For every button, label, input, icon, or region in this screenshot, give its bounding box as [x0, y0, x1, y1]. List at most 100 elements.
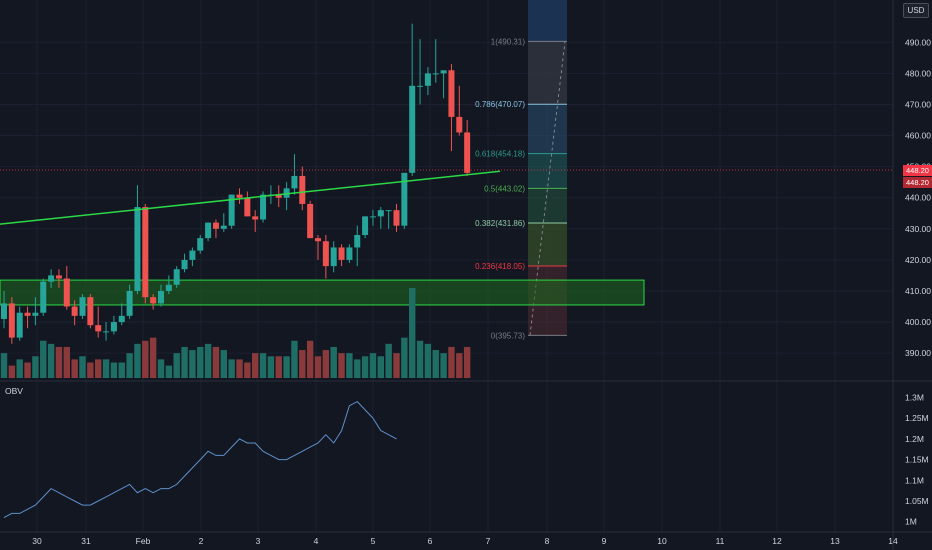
volume-bar — [236, 359, 243, 378]
volume-bar — [283, 356, 290, 378]
obv-indicator-label: OBV — [5, 386, 23, 396]
volume-bar — [40, 340, 47, 378]
candle-body[interactable] — [409, 85, 416, 173]
trendline[interactable] — [0, 170, 501, 225]
candle-body[interactable] — [32, 312, 39, 316]
candle-body[interactable] — [205, 222, 212, 239]
candle-body[interactable] — [252, 216, 259, 220]
candle-body[interactable] — [440, 70, 447, 74]
fib-band — [528, 41, 567, 105]
candle-body[interactable] — [291, 175, 298, 189]
volume-bar — [401, 337, 408, 378]
time-tick-label: 30 — [32, 536, 42, 546]
candle-body[interactable] — [24, 312, 31, 316]
time-tick-label: 8 — [545, 536, 550, 546]
fib-band — [528, 188, 567, 224]
time-tick-label: 4 — [314, 536, 319, 546]
volume-bar — [448, 346, 455, 378]
candle-body[interactable] — [134, 207, 141, 291]
candle-body[interactable] — [228, 194, 235, 226]
volume-bar — [409, 288, 416, 378]
candle-body[interactable] — [369, 216, 376, 218]
candle-body[interactable] — [275, 194, 282, 198]
volume-bar — [118, 362, 125, 378]
volume-bar — [314, 356, 322, 378]
candle-body[interactable] — [315, 238, 321, 242]
candle-body[interactable] — [338, 247, 345, 260]
volume-bar — [102, 359, 110, 378]
volume-bar — [456, 353, 463, 378]
candle-body[interactable] — [244, 197, 251, 217]
candle-body[interactable] — [181, 259, 188, 270]
candle-body[interactable] — [456, 116, 463, 133]
candle-body[interactable] — [330, 247, 337, 267]
obv-line — [3, 400, 397, 519]
candle-body[interactable] — [417, 85, 424, 87]
volume-bar — [149, 337, 157, 378]
volume-bar — [330, 346, 337, 378]
candle-body[interactable] — [40, 281, 47, 313]
volume-bar — [385, 343, 392, 378]
obv-tick-label: 1.05M — [905, 496, 929, 506]
currency-badge[interactable]: USD — [903, 3, 929, 18]
candle-body[interactable] — [448, 70, 455, 117]
candle-body[interactable] — [16, 312, 23, 338]
volume-bar — [8, 365, 16, 378]
candle-body[interactable] — [158, 290, 164, 304]
candle-body[interactable] — [432, 73, 439, 75]
candle-body[interactable] — [189, 250, 196, 260]
candle-body[interactable] — [307, 203, 314, 239]
volume-bar — [267, 356, 275, 378]
candle-body[interactable] — [142, 207, 149, 298]
candle-body[interactable] — [385, 210, 392, 212]
volume-bar — [291, 340, 298, 378]
candle-body[interactable] — [110, 322, 117, 332]
volume-bar — [157, 359, 165, 378]
volume-bar — [181, 346, 188, 378]
time-tick-label: 31 — [81, 536, 91, 546]
candle-body[interactable] — [354, 235, 361, 248]
obv-tick-label: 1.2M — [905, 434, 924, 444]
candle-body[interactable] — [377, 210, 384, 217]
candle-body[interactable] — [1, 303, 7, 319]
candle-body[interactable] — [283, 188, 290, 198]
candle-body[interactable] — [55, 275, 62, 279]
candle-body[interactable] — [103, 331, 110, 333]
volume-bar — [126, 353, 133, 378]
candle-body[interactable] — [79, 297, 86, 316]
fib-band — [528, 153, 567, 189]
volume-bar — [424, 343, 432, 378]
support-zone[interactable] — [0, 279, 645, 306]
candle-body[interactable] — [424, 73, 431, 86]
candle-body[interactable] — [464, 132, 471, 173]
candle-body[interactable] — [236, 194, 243, 198]
candle-body[interactable] — [212, 222, 219, 229]
candle-body[interactable] — [362, 216, 369, 236]
candle-body[interactable] — [322, 241, 329, 267]
candle-body[interactable] — [393, 210, 400, 226]
candle-body[interactable] — [118, 315, 125, 323]
candle-body[interactable] — [220, 225, 227, 229]
candle-body[interactable] — [150, 297, 157, 304]
volume-bar — [32, 356, 39, 378]
candle-body[interactable] — [48, 275, 55, 282]
candle-body[interactable] — [126, 290, 133, 316]
candle-body[interactable] — [260, 194, 267, 220]
volume-bar — [212, 346, 220, 378]
candle-body[interactable] — [71, 306, 78, 316]
candle-body[interactable] — [299, 175, 306, 204]
candle-body[interactable] — [401, 172, 408, 226]
price-tick-label: 410.00 — [905, 286, 931, 296]
candle-body[interactable] — [346, 247, 353, 260]
candle-body[interactable] — [87, 297, 94, 326]
candle-body[interactable] — [95, 325, 102, 332]
volume-bar — [16, 359, 23, 378]
candle-body[interactable] — [197, 238, 204, 251]
obv-tick-label: 1.25M — [905, 413, 929, 423]
candle-body[interactable] — [173, 269, 180, 285]
obv-tick-label: 1.15M — [905, 455, 929, 465]
candle-body[interactable] — [8, 303, 15, 338]
candle-body[interactable] — [63, 278, 70, 307]
candle-body[interactable] — [165, 284, 172, 291]
